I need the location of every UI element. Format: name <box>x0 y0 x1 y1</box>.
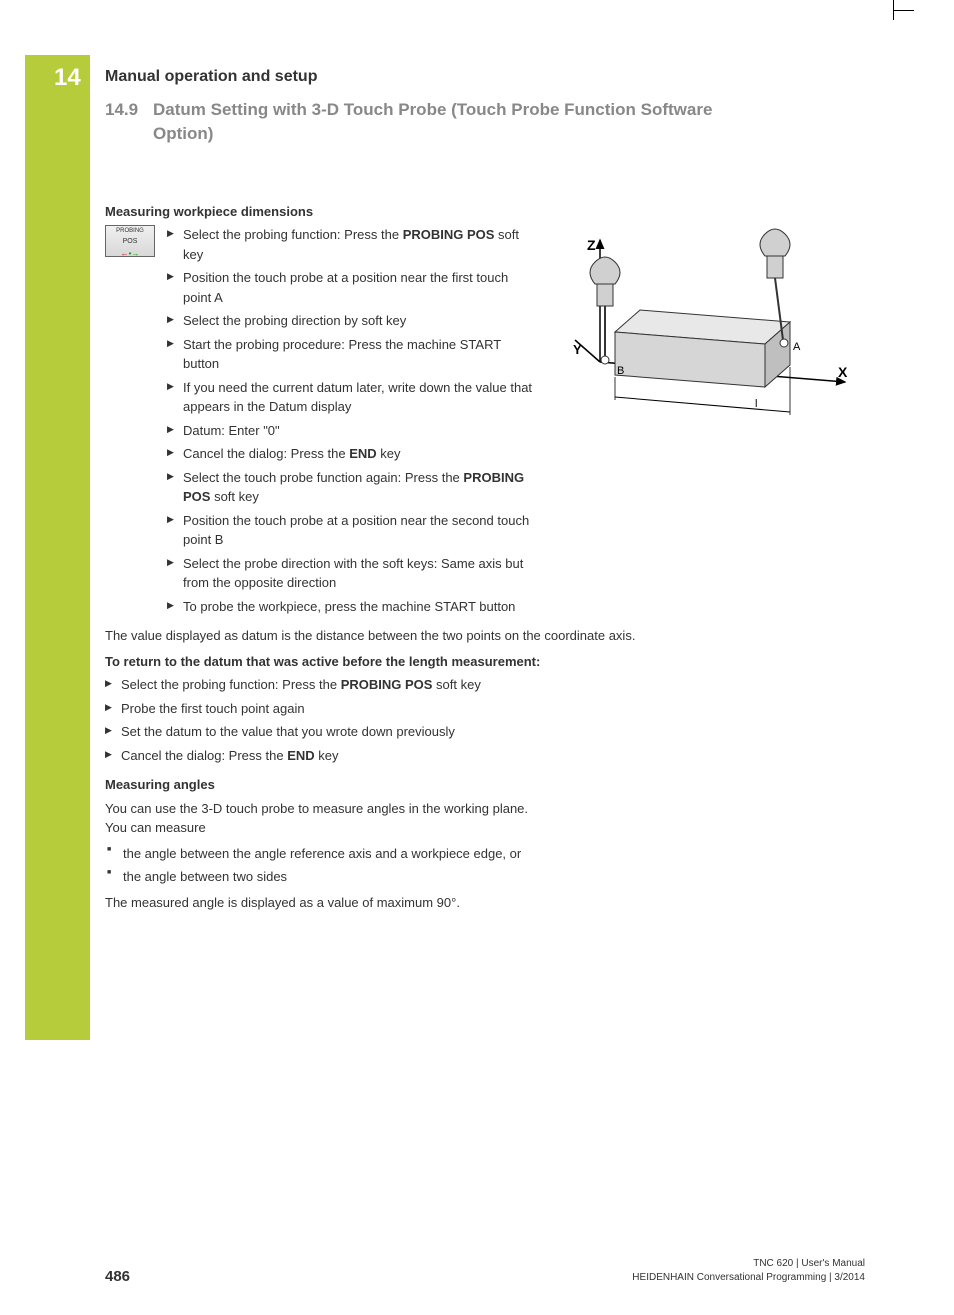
axis-x-label: X <box>838 364 848 380</box>
list-item: Cancel the dialog: Press the END key <box>167 444 537 464</box>
paragraph: The value displayed as datum is the dist… <box>105 626 865 646</box>
list-item: Probe the first touch point again <box>105 699 545 719</box>
procedure-list-2: Select the probing function: Press the P… <box>105 675 545 765</box>
bullet-list: the angle between the angle reference ax… <box>105 844 545 887</box>
icon-label-top: PROBING <box>116 228 144 234</box>
procedure-list-1: Select the probing function: Press the P… <box>167 225 537 616</box>
list-item: If you need the current datum later, wri… <box>167 378 537 417</box>
section-title-text: Datum Setting with 3-D Touch Probe (Touc… <box>153 98 733 146</box>
point-a-label: A <box>793 341 801 353</box>
list-item: Position the touch probe at a position n… <box>167 511 537 550</box>
list-item: Select the probe direction with the soft… <box>167 554 537 593</box>
axis-z-label: Z <box>587 237 596 253</box>
chapter-number: 14 <box>54 64 81 92</box>
point-b-label: B <box>617 365 624 377</box>
list-item: To probe the workpiece, press the machin… <box>167 597 537 617</box>
page-content: Manual operation and setup 14.9Datum Set… <box>105 68 865 918</box>
chapter-title: Manual operation and setup <box>105 68 865 86</box>
subheading-measuring-angles: Measuring angles <box>105 775 865 795</box>
probe-diagram: Z X Y l B A <box>555 222 855 432</box>
icon-arrows: ←•→ <box>121 249 140 258</box>
list-item: Select the touch probe function again: P… <box>167 468 537 507</box>
paragraph: You can use the 3-D touch probe to measu… <box>105 799 545 838</box>
footer-text: TNC 620 | User's Manual HEIDENHAIN Conve… <box>632 1257 865 1285</box>
axis-y-label: Y <box>573 342 582 357</box>
list-item: Position the touch probe at a position n… <box>167 268 537 307</box>
page-number: 486 <box>105 1268 130 1285</box>
list-item: Cancel the dialog: Press the END key <box>105 746 545 766</box>
subheading-measuring-dimensions: Measuring workpiece dimensions <box>105 202 865 222</box>
list-item: Select the probing direction by soft key <box>167 311 537 331</box>
list-item: the angle between the angle reference ax… <box>105 844 545 864</box>
icon-label-mid: POS <box>106 237 154 248</box>
page-footer: 486 TNC 620 | User's Manual HEIDENHAIN C… <box>105 1257 865 1285</box>
dim-label-l: l <box>755 398 757 410</box>
paragraph: The measured angle is displayed as a val… <box>105 893 545 913</box>
list-item: Datum: Enter "0" <box>167 421 537 441</box>
sidebar-accent <box>25 55 90 1040</box>
list-item: Select the probing function: Press the P… <box>167 225 537 264</box>
list-item: Set the datum to the value that you wrot… <box>105 722 545 742</box>
list-item: the angle between two sides <box>105 867 545 887</box>
list-item: Select the probing function: Press the P… <box>105 675 545 695</box>
list-item: Start the probing procedure: Press the m… <box>167 335 537 374</box>
subheading-return-datum: To return to the datum that was active b… <box>105 652 865 672</box>
section-title: 14.9Datum Setting with 3-D Touch Probe (… <box>105 98 865 146</box>
crop-mark <box>894 10 914 11</box>
section-number: 14.9 <box>105 98 153 122</box>
probing-pos-softkey-icon: PROBING POS ←•→ <box>105 225 155 257</box>
